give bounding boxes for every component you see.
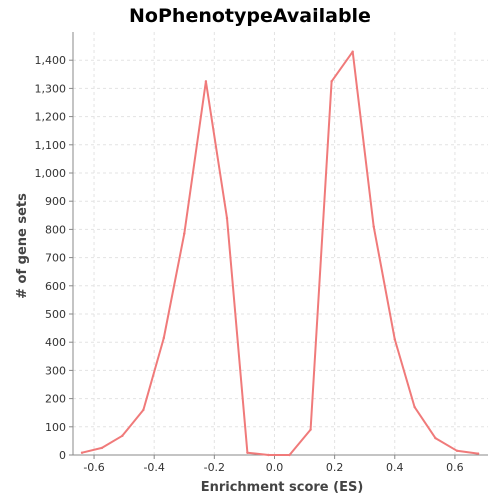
data-point (372, 225, 375, 228)
data-point (225, 216, 229, 220)
x-tick-label: -0.4 (143, 461, 164, 474)
data-point (413, 405, 416, 409)
y-tick-label: 1,000 (35, 167, 67, 180)
series-layer (80, 50, 480, 457)
x-tick-label: 0.6 (446, 461, 464, 474)
y-axis-label: # of gene sets (15, 193, 30, 299)
data-point (393, 338, 396, 341)
x-tick-label: 0.0 (266, 461, 284, 474)
data-point (121, 434, 124, 438)
data-point (455, 449, 459, 452)
y-tick-label: 1,400 (35, 54, 67, 67)
y-tick-label: 400 (45, 336, 66, 349)
data-point (288, 453, 291, 457)
y-tick-label: 1,200 (35, 111, 67, 124)
x-axis-label: Enrichment score (ES) (201, 480, 364, 495)
axis-layer: 0 100 200 300 400 500 600 700 800 900 1,000 1,100 1,… (35, 32, 488, 474)
data-point (204, 80, 208, 83)
data-point (351, 50, 354, 53)
y-tick-label: 300 (45, 364, 66, 377)
y-tick-label: 900 (45, 195, 66, 208)
x-tick-label: 0.4 (386, 461, 404, 474)
data-point (330, 80, 333, 83)
chart-title: NoPhenotypeAvailable (129, 5, 371, 27)
y-tick-label: 600 (45, 280, 66, 293)
data-point (162, 336, 166, 340)
x-tick-label: 0.2 (326, 461, 344, 474)
data-point (183, 232, 186, 235)
data-point (267, 453, 270, 457)
grid-layer (73, 32, 488, 456)
data-point (476, 452, 480, 455)
x-tick-label: -0.2 (204, 461, 225, 474)
x-tick-label: -0.6 (83, 461, 104, 474)
y-tick-label: 200 (45, 393, 66, 406)
data-point (142, 408, 145, 412)
data-point (246, 451, 249, 454)
y-tick-label: 100 (45, 421, 66, 434)
y-tick-label: 1,100 (35, 139, 67, 152)
y-tick-label: 700 (45, 252, 66, 265)
data-point (309, 428, 312, 431)
data-point (80, 451, 84, 454)
y-tick-label: 0 (59, 449, 66, 462)
data-point (434, 436, 437, 440)
y-tick-label: 500 (45, 308, 66, 321)
y-tick-label: 800 (45, 223, 66, 236)
series-line (81, 50, 479, 456)
data-point (100, 446, 104, 450)
y-tick-label: 1,300 (35, 82, 67, 95)
